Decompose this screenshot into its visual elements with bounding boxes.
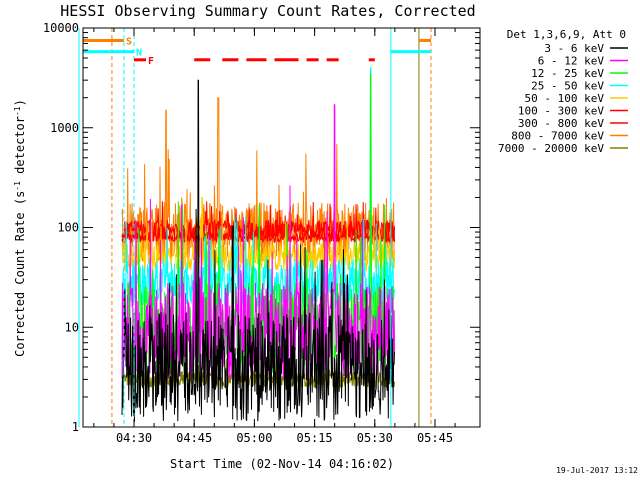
series-line-5 bbox=[121, 197, 395, 241]
y-tick-label: 1 bbox=[72, 420, 79, 434]
y-tick-label: 1000 bbox=[50, 121, 79, 135]
x-tick-label: 04:30 bbox=[116, 431, 152, 445]
legend-label: 7000 - 20000 keV bbox=[498, 142, 604, 155]
legend-label: 100 - 300 keV bbox=[518, 105, 604, 118]
x-axis-label: Start Time (02-Nov-14 04:16:02) bbox=[170, 457, 394, 471]
legend-label: 300 - 800 keV bbox=[518, 117, 604, 130]
y-tick-label: 10000 bbox=[43, 21, 79, 35]
legend-label: 12 - 25 keV bbox=[531, 67, 604, 80]
y-tick-label: 100 bbox=[57, 221, 79, 235]
flag-label: N bbox=[136, 48, 142, 59]
x-tick-label: 04:45 bbox=[176, 431, 212, 445]
x-tick-label: 05:15 bbox=[297, 431, 333, 445]
legend-label: 800 - 7000 keV bbox=[511, 130, 604, 143]
legend-label: 6 - 12 keV bbox=[538, 55, 605, 68]
x-tick-label: 05:30 bbox=[357, 431, 393, 445]
x-tick-label: 05:00 bbox=[236, 431, 272, 445]
flag-label: S bbox=[126, 36, 132, 47]
x-axis-ticks: 04:30 04:45 05:00 05:15 05:30 05:45 bbox=[93, 28, 456, 445]
y-tick-label: 10 bbox=[65, 320, 79, 334]
legend-title: Det 1,3,6,9, Att 0 bbox=[507, 28, 626, 41]
x-tick-label: 05:45 bbox=[417, 431, 453, 445]
legend-label: 50 - 100 keV bbox=[525, 92, 605, 105]
series-line-3 bbox=[121, 67, 395, 310]
legend-label: 3 - 6 keV bbox=[544, 42, 604, 55]
y-axis-ticks: 1 10 100 1000 10000 bbox=[43, 21, 480, 434]
chart-title: HESSI Observing Summary Count Rates, Cor… bbox=[60, 2, 475, 20]
series-line-0 bbox=[121, 79, 395, 422]
flag-label: F bbox=[148, 56, 154, 67]
y-axis-label: Corrected Count Rate (s-1 detector-1) bbox=[13, 99, 27, 357]
flag-bars: SNF bbox=[83, 36, 431, 67]
vertical-lines bbox=[78, 28, 432, 427]
series-layer bbox=[121, 67, 395, 422]
legend-label: 25 - 50 keV bbox=[531, 80, 604, 93]
timestamp: 19-Jul-2017 13:12 bbox=[556, 466, 638, 475]
